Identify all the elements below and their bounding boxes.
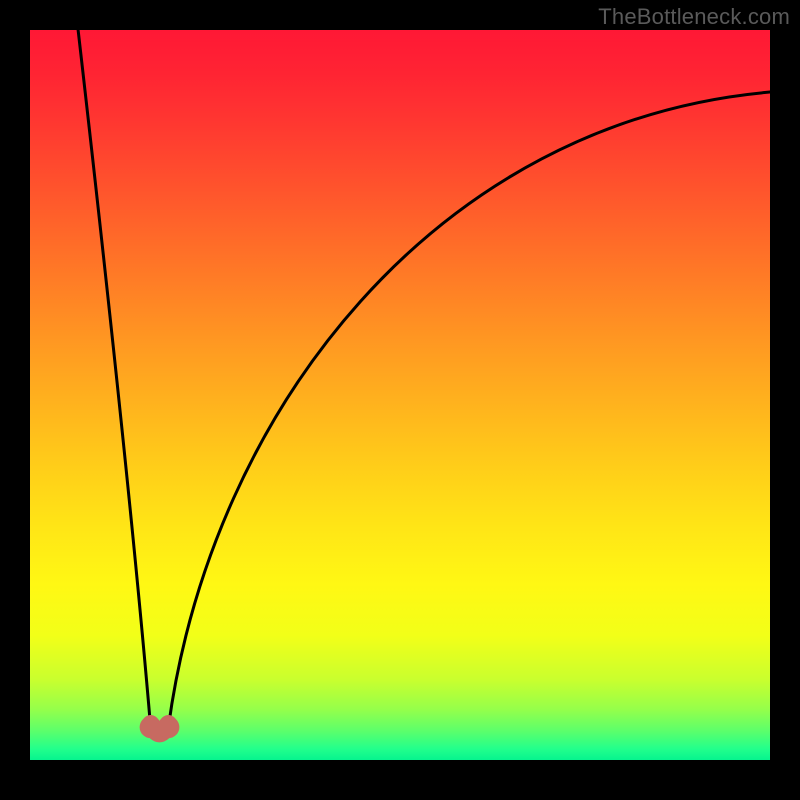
- bottleneck-curve: [30, 30, 770, 760]
- chart-frame: TheBottleneck.com: [0, 0, 800, 800]
- watermark-text: TheBottleneck.com: [598, 4, 790, 30]
- plot-area: [30, 30, 770, 760]
